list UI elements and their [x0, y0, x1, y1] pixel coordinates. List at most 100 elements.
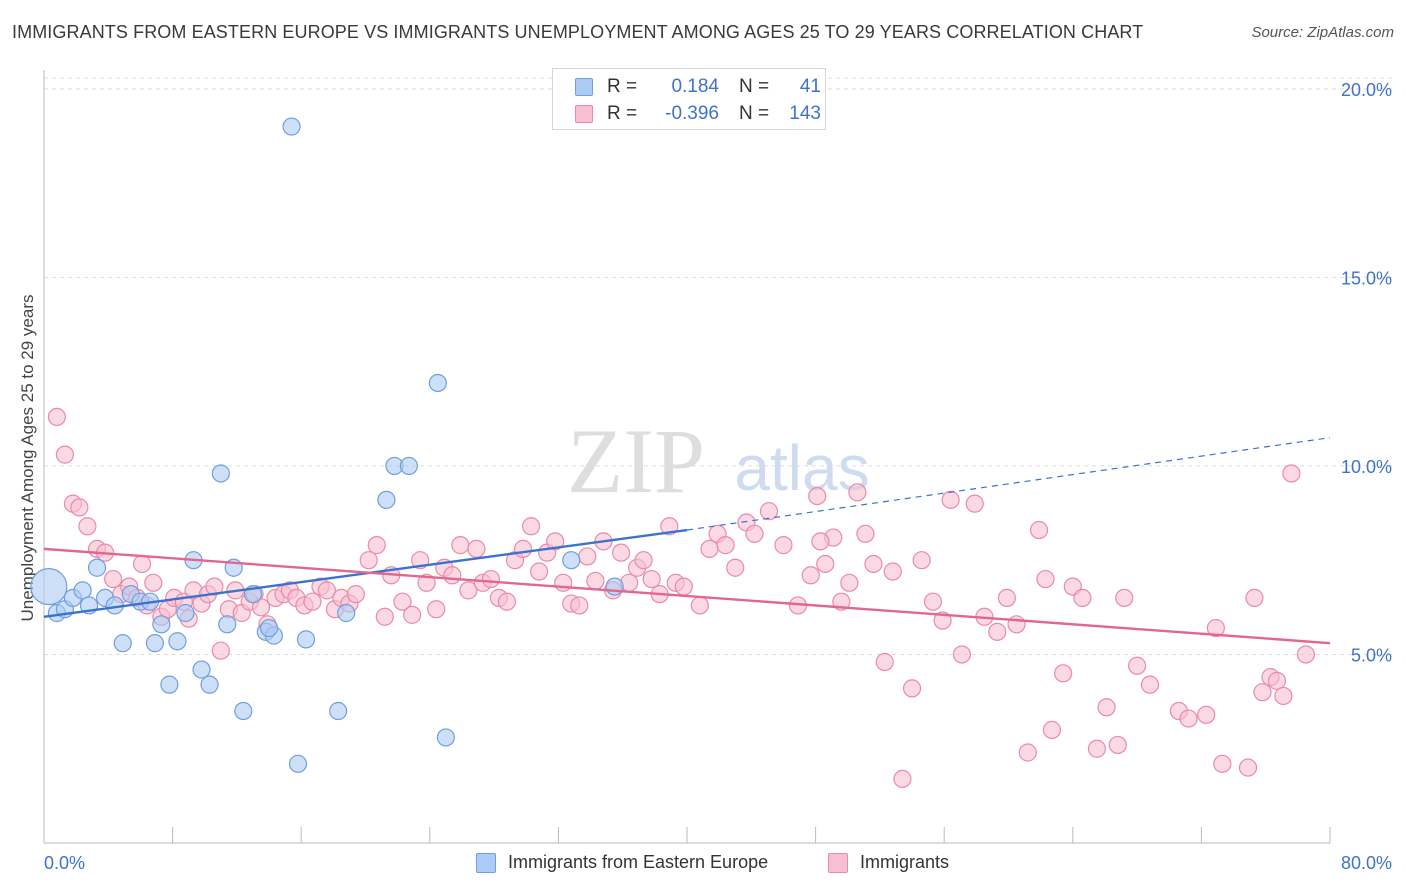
data-point-immigrants [521, 517, 541, 536]
r-label: R = [607, 76, 638, 97]
data-point-eastern-europe [436, 728, 455, 747]
data-point-immigrants [801, 566, 820, 585]
data-point-immigrants [554, 573, 573, 592]
data-point-eastern-europe [160, 675, 179, 694]
legend-item-eastern-europe[interactable]: Immigrants from Eastern Europe [476, 852, 768, 873]
data-point-immigrants [211, 641, 230, 660]
data-point-immigrants [367, 536, 386, 555]
data-point-immigrants [816, 554, 835, 574]
data-point-eastern-europe [87, 558, 107, 577]
n-label: N = [739, 76, 770, 97]
data-point-immigrants [417, 573, 436, 592]
x-tick-label: 80.0% [1341, 853, 1392, 873]
n-value: 143 [789, 103, 821, 124]
data-point-immigrants [941, 490, 960, 509]
data-point-immigrants [1282, 464, 1301, 483]
watermark-zip: ZIP [567, 410, 705, 512]
data-point-immigrants [427, 600, 446, 619]
series-legend: Immigrants from Eastern Europe Immigrant… [0, 852, 1406, 878]
data-point-immigrants [660, 517, 679, 536]
data-point-immigrants [840, 573, 859, 592]
data-point-immigrants [1127, 656, 1147, 675]
series-immigrants [47, 407, 1315, 788]
data-point-immigrants [1206, 618, 1225, 638]
legend-label: Immigrants from Eastern Europe [508, 852, 769, 872]
data-point-immigrants [997, 588, 1016, 608]
data-point-immigrants [1179, 709, 1198, 728]
watermark: ZIP atlas [567, 410, 870, 512]
data-point-immigrants [1197, 705, 1216, 724]
data-point-immigrants [634, 551, 653, 570]
data-point-immigrants [359, 551, 378, 570]
data-point-immigrants [251, 598, 271, 617]
data-point-immigrants [883, 562, 902, 581]
data-point-immigrants [104, 569, 123, 589]
data-point-immigrants [811, 532, 830, 551]
data-point-eastern-europe [399, 456, 419, 476]
data-point-eastern-europe [218, 615, 237, 634]
data-point-immigrants [1087, 739, 1107, 758]
data-point-immigrants [726, 558, 745, 577]
data-point-eastern-europe [288, 754, 308, 773]
data-point-immigrants [70, 498, 89, 517]
data-point-immigrants [55, 445, 74, 464]
data-point-eastern-europe [605, 577, 624, 596]
data-point-immigrants [893, 769, 912, 788]
data-point-immigrants [303, 592, 322, 611]
data-point-immigrants [923, 592, 943, 611]
data-point-immigrants [848, 483, 867, 502]
data-point-immigrants [443, 566, 462, 585]
data-point-eastern-europe [428, 373, 447, 393]
watermark-atlas: atlas [734, 432, 869, 504]
data-point-immigrants [1245, 588, 1264, 608]
data-point-immigrants [1140, 675, 1160, 694]
y-tick-label: 15.0% [1341, 268, 1392, 288]
data-point-eastern-europe [30, 567, 68, 606]
data-point-immigrants [530, 562, 549, 581]
data-point-eastern-europe [168, 632, 187, 651]
data-point-immigrants [1115, 588, 1134, 608]
data-point-eastern-europe [200, 675, 219, 694]
data-point-immigrants [451, 536, 470, 555]
data-point-immigrants [1073, 588, 1092, 608]
data-point-eastern-europe [296, 630, 316, 649]
legend-swatch-pink [828, 852, 848, 873]
data-point-eastern-europe [377, 490, 396, 509]
data-point-immigrants [1042, 720, 1062, 739]
data-point-eastern-europe [234, 701, 253, 721]
data-point-immigrants [144, 573, 163, 592]
data-point-immigrants [1296, 645, 1315, 664]
data-point-immigrants [1108, 735, 1127, 755]
data-point-eastern-europe [145, 634, 165, 653]
data-point-eastern-europe [192, 660, 211, 679]
data-point-immigrants [570, 596, 589, 615]
data-point-immigrants [375, 607, 394, 626]
data-point-immigrants [1097, 698, 1116, 717]
series-eastern-europe [30, 117, 624, 773]
legend-item-immigrants[interactable]: Immigrants [828, 852, 949, 873]
n-label: N = [739, 103, 770, 124]
y-tick-label: 5.0% [1351, 645, 1392, 665]
data-point-immigrants [481, 569, 500, 589]
data-point-immigrants [759, 502, 779, 521]
trend-line-eastern-europe-projection [686, 437, 1331, 531]
trend-lines [43, 437, 1331, 645]
legend-label: Immigrants [860, 852, 950, 872]
data-point-immigrants [875, 652, 894, 672]
data-point-eastern-europe [337, 603, 356, 623]
data-point-eastern-europe [152, 615, 171, 634]
data-point-immigrants [1007, 615, 1026, 634]
r-value: -0.396 [665, 103, 719, 124]
data-point-immigrants [1267, 671, 1287, 690]
data-point-immigrants [745, 524, 764, 543]
data-point-eastern-europe [259, 618, 279, 638]
y-tick-label: 10.0% [1341, 457, 1392, 477]
tick-labels: 5.0% 10.0% 15.0% 20.0% 0.0% 80.0% [44, 80, 1392, 873]
legend-swatch-blue [575, 78, 593, 96]
data-point-immigrants [1253, 683, 1272, 702]
axes [43, 70, 1331, 844]
data-point-eastern-europe [211, 464, 230, 483]
data-point-immigrants [690, 596, 709, 615]
data-point-eastern-europe [176, 603, 195, 623]
